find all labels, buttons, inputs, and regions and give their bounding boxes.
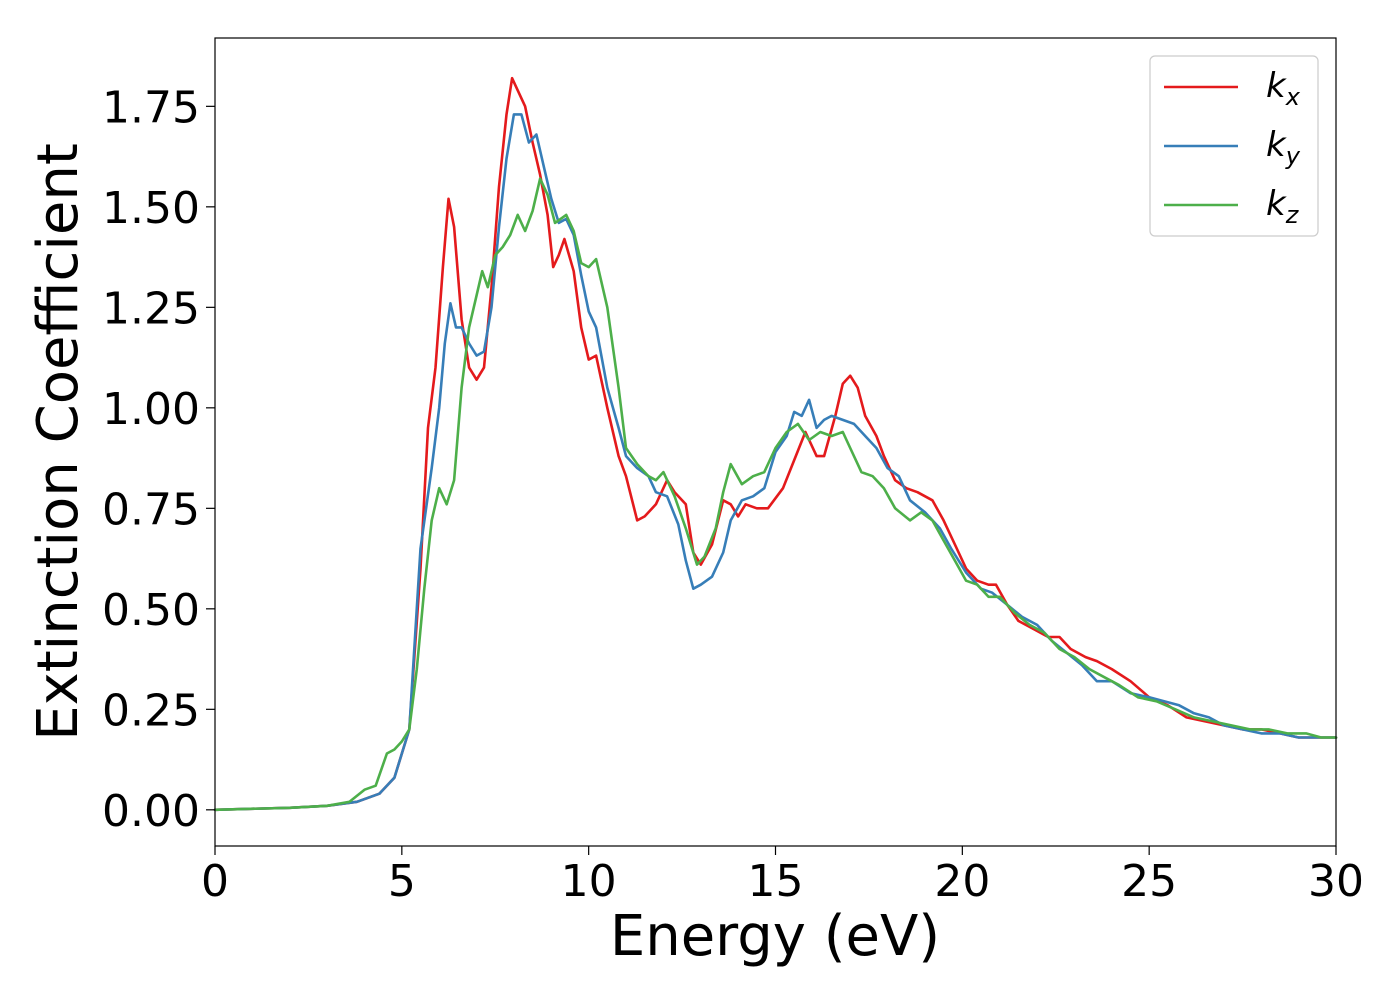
y-tick-label: 1.00 <box>102 384 200 435</box>
x-axis-label: Energy (eV) <box>610 904 940 969</box>
x-tick-label: 15 <box>748 856 804 907</box>
legend: kx ky kz <box>1149 55 1319 237</box>
x-tick-label: 0 <box>201 856 229 907</box>
y-tick-label: 1.75 <box>102 82 200 133</box>
y-tick-label: 0.50 <box>102 585 200 636</box>
series-line-kx <box>213 76 1338 812</box>
y-tick-label: 1.50 <box>102 183 200 234</box>
legend-label-kx: kx <box>1266 66 1301 111</box>
series-layer <box>213 76 1338 812</box>
series-line-kz <box>213 177 1338 812</box>
series-line-ky <box>213 113 1338 812</box>
x-axis-ticks: 0 5 10 15 20 25 30 <box>201 846 1364 907</box>
y-axis-ticks: 0.00 0.25 0.50 0.75 1.00 1.25 1.50 1.75 <box>102 82 215 837</box>
y-tick-label: 0.25 <box>102 685 200 736</box>
x-tick-label: 10 <box>561 856 617 907</box>
x-tick-label: 20 <box>934 856 990 907</box>
x-tick-label: 30 <box>1308 856 1364 907</box>
legend-label-ky: ky <box>1266 125 1301 170</box>
y-tick-label: 1.25 <box>102 283 200 334</box>
x-tick-label: 25 <box>1121 856 1177 907</box>
x-tick-label: 5 <box>388 856 416 907</box>
y-axis-label: Extinction Coefficient <box>26 143 91 741</box>
legend-label-kz: kz <box>1266 184 1300 229</box>
y-tick-label: 0.75 <box>102 484 200 535</box>
y-tick-label: 0.00 <box>102 786 200 837</box>
